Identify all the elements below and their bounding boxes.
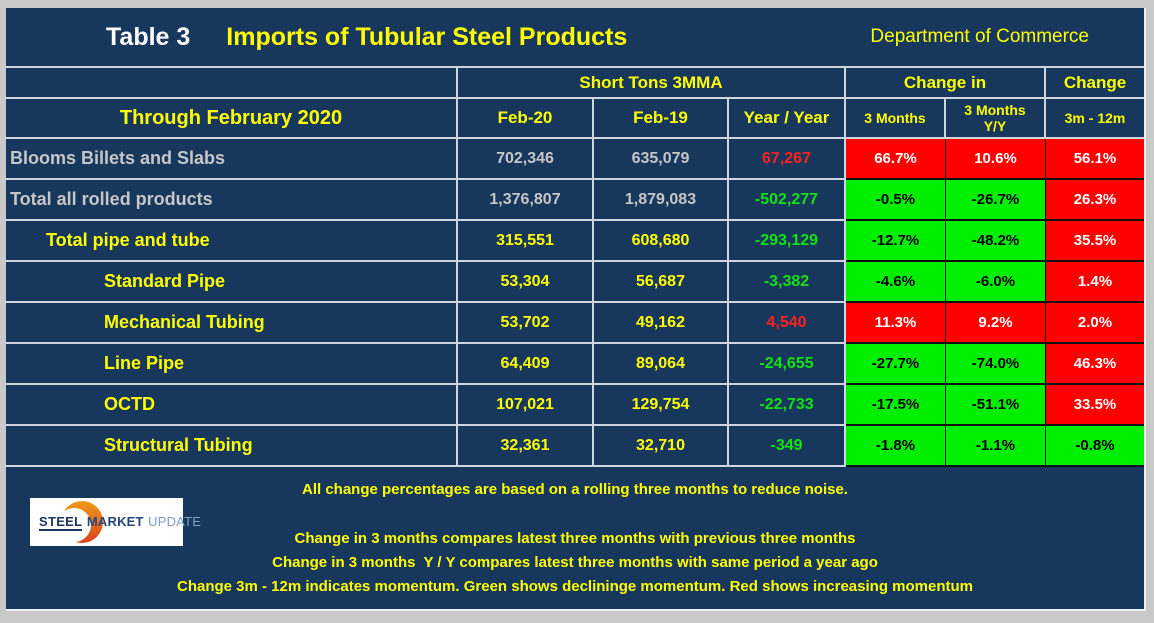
imports-table: Short Tons 3MMA Change in Change Through… bbox=[6, 68, 1144, 467]
change-3-months-yy: -74.0% bbox=[946, 344, 1046, 385]
value-year-over-year: -24,655 bbox=[729, 344, 846, 385]
value-feb19: 32,710 bbox=[594, 426, 729, 467]
group-header-change: Change bbox=[1046, 68, 1144, 99]
change-3m-12m: 46.3% bbox=[1046, 344, 1144, 385]
note-line: Change in 3 months compares latest three… bbox=[294, 530, 856, 547]
change-3m-12m: -0.8% bbox=[1046, 426, 1144, 467]
column-header-3months-yy: 3 Months Y/Y bbox=[946, 99, 1046, 139]
footer-notes: All change percentages are based on a ro… bbox=[6, 467, 1144, 609]
value-feb20: 53,702 bbox=[458, 303, 594, 344]
change-3-months: -12.7% bbox=[846, 221, 946, 262]
value-feb19: 129,754 bbox=[594, 385, 729, 426]
row-label: Total pipe and tube bbox=[6, 221, 458, 262]
change-3-months-yy: -48.2% bbox=[946, 221, 1046, 262]
row-label: Total all rolled products bbox=[6, 180, 458, 221]
logo-word-steel: STEEL bbox=[39, 514, 83, 531]
period-header: Through February 2020 bbox=[6, 99, 458, 139]
change-3-months: -0.5% bbox=[846, 180, 946, 221]
value-year-over-year: -22,733 bbox=[729, 385, 846, 426]
row-label: OCTD bbox=[6, 385, 458, 426]
row-label: Mechanical Tubing bbox=[6, 303, 458, 344]
empty-corner-cell bbox=[6, 68, 458, 99]
value-year-over-year: -502,277 bbox=[729, 180, 846, 221]
note-line: Change 3m - 12m indicates momentum. Gree… bbox=[176, 578, 973, 595]
logo-word-market: MARKET bbox=[86, 514, 144, 529]
change-3-months: -27.7% bbox=[846, 344, 946, 385]
group-header-short-tons: Short Tons 3MMA bbox=[458, 68, 846, 99]
change-3-months-yy: -6.0% bbox=[946, 262, 1046, 303]
logo-word-update: UPDATE bbox=[148, 514, 202, 529]
table-number-label: Table 3 bbox=[106, 22, 191, 51]
value-feb20: 107,021 bbox=[458, 385, 594, 426]
change-3m-12m: 35.5% bbox=[1046, 221, 1144, 262]
change-3-months: 11.3% bbox=[846, 303, 946, 344]
column-header-3months: 3 Months bbox=[846, 99, 946, 139]
steel-market-update-logo: STEEL MARKET UPDATE bbox=[30, 498, 201, 546]
change-3-months: -1.8% bbox=[846, 426, 946, 467]
change-3-months: -4.6% bbox=[846, 262, 946, 303]
column-header-yoy: Year / Year bbox=[729, 99, 846, 139]
value-feb20: 53,304 bbox=[458, 262, 594, 303]
value-year-over-year: 4,540 bbox=[729, 303, 846, 344]
value-feb19: 89,064 bbox=[594, 344, 729, 385]
value-feb20: 702,346 bbox=[458, 139, 594, 180]
value-feb20: 32,361 bbox=[458, 426, 594, 467]
change-3-months: -17.5% bbox=[846, 385, 946, 426]
value-feb19: 56,687 bbox=[594, 262, 729, 303]
value-year-over-year: -349 bbox=[729, 426, 846, 467]
change-3-months: 66.7% bbox=[846, 139, 946, 180]
change-3-months-yy: -1.1% bbox=[946, 426, 1046, 467]
report-panel: Table 3 Imports of Tubular Steel Product… bbox=[6, 8, 1146, 611]
value-feb19: 635,079 bbox=[594, 139, 729, 180]
crescent-icon bbox=[61, 501, 103, 543]
note-line: Change in 3 months Y / Y compares latest… bbox=[272, 554, 878, 571]
change-3m-12m: 26.3% bbox=[1046, 180, 1144, 221]
value-year-over-year: 67,267 bbox=[729, 139, 846, 180]
column-header-3m-12m: 3m - 12m bbox=[1046, 99, 1144, 139]
row-label: Standard Pipe bbox=[6, 262, 458, 303]
change-3-months-yy: 10.6% bbox=[946, 139, 1046, 180]
change-3m-12m: 1.4% bbox=[1046, 262, 1144, 303]
value-feb19: 1,879,083 bbox=[594, 180, 729, 221]
value-feb20: 1,376,807 bbox=[458, 180, 594, 221]
value-year-over-year: -293,129 bbox=[729, 221, 846, 262]
change-3-months-yy: -51.1% bbox=[946, 385, 1046, 426]
value-feb20: 315,551 bbox=[458, 221, 594, 262]
note-line: All change percentages are based on a ro… bbox=[302, 481, 848, 498]
value-year-over-year: -3,382 bbox=[729, 262, 846, 303]
logo-text: STEEL MARKET UPDATE bbox=[30, 513, 201, 531]
change-3m-12m: 56.1% bbox=[1046, 139, 1144, 180]
column-header-feb20: Feb-20 bbox=[458, 99, 594, 139]
column-header-feb19: Feb-19 bbox=[594, 99, 729, 139]
value-feb19: 49,162 bbox=[594, 303, 729, 344]
row-label: Structural Tubing bbox=[6, 426, 458, 467]
page-title: Imports of Tubular Steel Products bbox=[226, 22, 628, 51]
change-3-months-yy: -26.7% bbox=[946, 180, 1046, 221]
row-label: Blooms Billets and Slabs bbox=[6, 139, 458, 180]
group-header-change-in: Change in bbox=[846, 68, 1046, 99]
value-feb19: 608,680 bbox=[594, 221, 729, 262]
change-3-months-yy: 9.2% bbox=[946, 303, 1046, 344]
change-3m-12m: 33.5% bbox=[1046, 385, 1144, 426]
row-label: Line Pipe bbox=[6, 344, 458, 385]
data-source-label: Department of Commerce bbox=[870, 26, 1089, 47]
change-3m-12m: 2.0% bbox=[1046, 303, 1144, 344]
title-band: Table 3 Imports of Tubular Steel Product… bbox=[6, 8, 1144, 68]
value-feb20: 64,409 bbox=[458, 344, 594, 385]
